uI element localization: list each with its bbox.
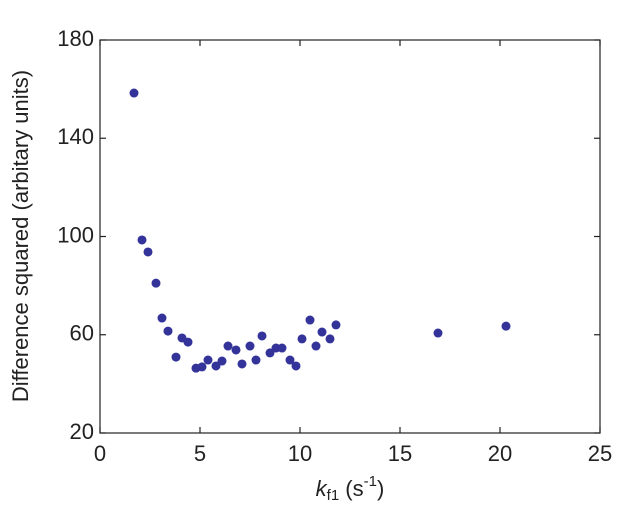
point: [311, 341, 321, 351]
point: [331, 320, 341, 330]
y-tick-label: 60: [70, 321, 94, 346]
point: [297, 334, 307, 344]
point: [183, 337, 193, 347]
x-tick-label: 15: [388, 441, 412, 466]
x-label-close: ): [377, 476, 384, 501]
point: [257, 331, 267, 341]
point: [157, 313, 167, 323]
y-tick-label: 180: [57, 26, 94, 51]
point: [143, 247, 153, 257]
x-axis-label: kf1 (s-1): [316, 473, 385, 504]
point: [211, 361, 221, 371]
x-label-symbol: k: [316, 476, 328, 501]
point: [285, 355, 295, 365]
point: [203, 355, 213, 365]
point: [317, 327, 327, 337]
point: [325, 334, 335, 344]
point: [265, 348, 275, 358]
point: [291, 361, 301, 371]
y-tick-label: 100: [57, 222, 94, 247]
point: [245, 341, 255, 351]
x-tick-label: 25: [588, 441, 612, 466]
x-label-superscript: -1: [364, 473, 377, 490]
point: [163, 326, 173, 336]
point: [217, 356, 227, 366]
point: [501, 321, 511, 331]
point: [251, 355, 261, 365]
x-tick-label: 5: [194, 441, 206, 466]
point: [231, 345, 241, 355]
point: [277, 343, 287, 353]
point: [433, 328, 443, 338]
y-tick-label: 20: [70, 419, 94, 444]
y-axis-label: Difference squared (arbitary units): [8, 70, 33, 402]
y-tick-label: 140: [57, 124, 94, 149]
point: [305, 315, 315, 325]
point: [151, 278, 161, 288]
x-label-unit: (s: [339, 476, 363, 501]
point: [197, 362, 207, 372]
plot-frame: [99, 39, 601, 434]
point: [237, 359, 247, 369]
point: [171, 352, 181, 362]
x-tick-label: 20: [488, 441, 512, 466]
point: [223, 341, 233, 351]
point: [129, 88, 139, 98]
x-tick-label: 10: [288, 441, 312, 466]
x-label-subscript: f1: [327, 487, 340, 504]
x-tick-label: 0: [94, 441, 106, 466]
point: [137, 235, 147, 245]
